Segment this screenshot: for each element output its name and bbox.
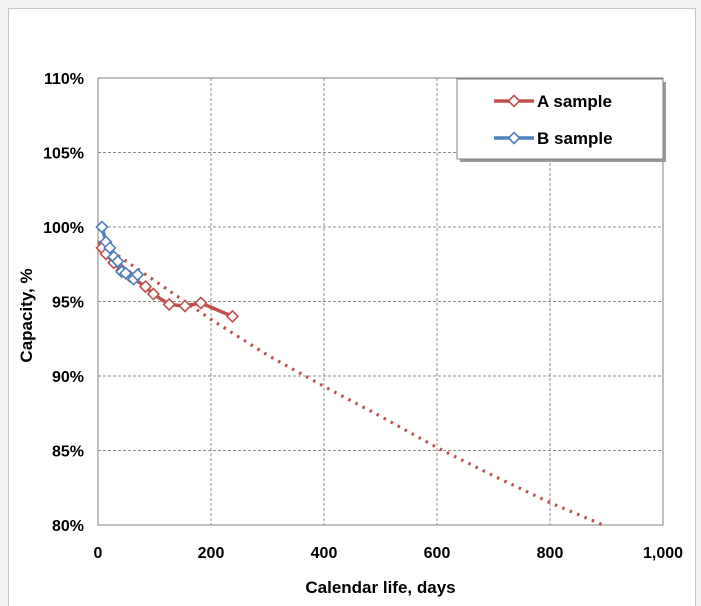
y-tick-label: 110% [44, 71, 84, 88]
data-point-a-sample [138, 279, 153, 294]
chart-svg: 80% 85% 90% 95% 100% 105% 110% 0 200 400 600 800 1,0… [17, 71, 683, 597]
chart-frame: 80% 85% 90% 95% 100% 105% 110% 0 200 400 600 800 1,0… [8, 8, 696, 606]
y-tick-label: 105% [43, 146, 84, 163]
data-point-b-sample [103, 241, 117, 255]
x-tick-label: 400 [311, 545, 338, 562]
y-tick-label: 80% [52, 518, 84, 535]
data-point-a-sample [178, 299, 192, 313]
trendline [97, 240, 608, 528]
legend-label: B sample [537, 129, 613, 148]
legend: A sample B sample [456, 78, 666, 162]
x-axis-title: Calendar life, days [305, 578, 455, 597]
y-axis-title: Capacity, % [17, 268, 36, 362]
data-point-b-sample [119, 266, 133, 280]
y-tick-label: 100% [43, 220, 84, 237]
y-tick-label: 85% [52, 444, 84, 461]
y-tick-label: 95% [52, 295, 84, 312]
x-tick-label: 600 [424, 545, 451, 562]
trendline-path [97, 240, 608, 528]
data-point-b-sample [95, 220, 109, 234]
tick-labels: 80% 85% 90% 95% 100% 105% 110% 0 200 400 600 800 1,0… [43, 71, 683, 562]
data-point-b-sample [111, 254, 125, 268]
data-point-b-sample [130, 268, 145, 282]
data-point-a-sample [146, 287, 161, 301]
legend-box [456, 78, 664, 160]
legend-entry-a-sample: A sample [494, 92, 612, 111]
x-tick-label: 1,000 [643, 545, 683, 562]
legend-marker [507, 94, 521, 108]
x-tick-label: 0 [94, 545, 103, 562]
legend-entry-b-sample: B sample [494, 129, 613, 148]
data-point-a-sample [194, 296, 208, 310]
plot-border [97, 77, 664, 526]
legend-label: A sample [537, 92, 612, 111]
legend-marker [507, 131, 521, 145]
x-tick-label: 200 [198, 545, 225, 562]
y-tick-label: 90% [52, 369, 84, 386]
x-tick-label: 800 [537, 545, 564, 562]
series-group [95, 220, 240, 324]
data-point-a-sample [225, 309, 240, 324]
series-b-sample [95, 220, 145, 286]
data-point-a-sample [162, 297, 176, 312]
